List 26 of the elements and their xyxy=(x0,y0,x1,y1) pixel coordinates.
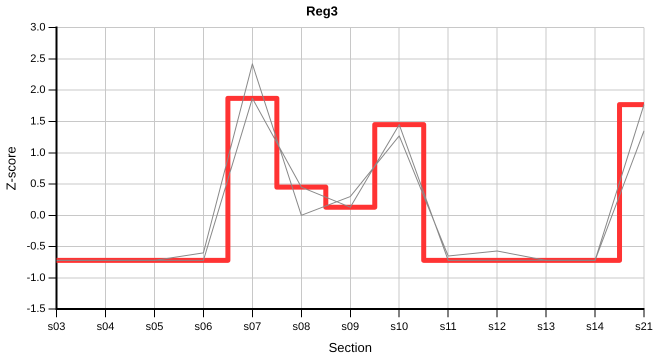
x-tick-label: s12 xyxy=(488,320,506,333)
y-tick-label: 2.5 xyxy=(30,52,46,65)
y-tick-label: 0.0 xyxy=(30,209,46,222)
x-tick-label: s04 xyxy=(96,320,114,333)
x-axis-title: Section xyxy=(328,340,372,355)
y-tick-label: 3.0 xyxy=(30,22,46,34)
x-tick-label: s06 xyxy=(194,320,212,333)
x-tick-label: s14 xyxy=(586,320,604,333)
x-tick-label: s21 xyxy=(635,320,653,333)
x-tick-label: s13 xyxy=(537,320,555,333)
y-tick-label: 2.0 xyxy=(30,84,46,96)
x-tick-label: s05 xyxy=(146,320,164,333)
x-tick-label: s11 xyxy=(440,320,457,333)
y-tick-label: -1.0 xyxy=(26,272,46,284)
y-tick-label: 0.5 xyxy=(30,178,46,190)
y-tick-label: -0.5 xyxy=(26,240,46,253)
x-tick-label: s09 xyxy=(341,320,360,333)
x-tick-label: s07 xyxy=(243,320,262,333)
y-axis-title: Z-score xyxy=(3,146,18,190)
x-tick-label: s03 xyxy=(48,320,66,333)
x-tick-label: s10 xyxy=(390,320,408,333)
y-tick-label: 1.0 xyxy=(30,146,46,159)
y-tick-label: 1.5 xyxy=(30,116,46,128)
chart-title: Reg3 xyxy=(306,3,338,18)
y-tick-label: -1.5 xyxy=(26,303,46,316)
x-tick-label: s08 xyxy=(292,320,310,333)
